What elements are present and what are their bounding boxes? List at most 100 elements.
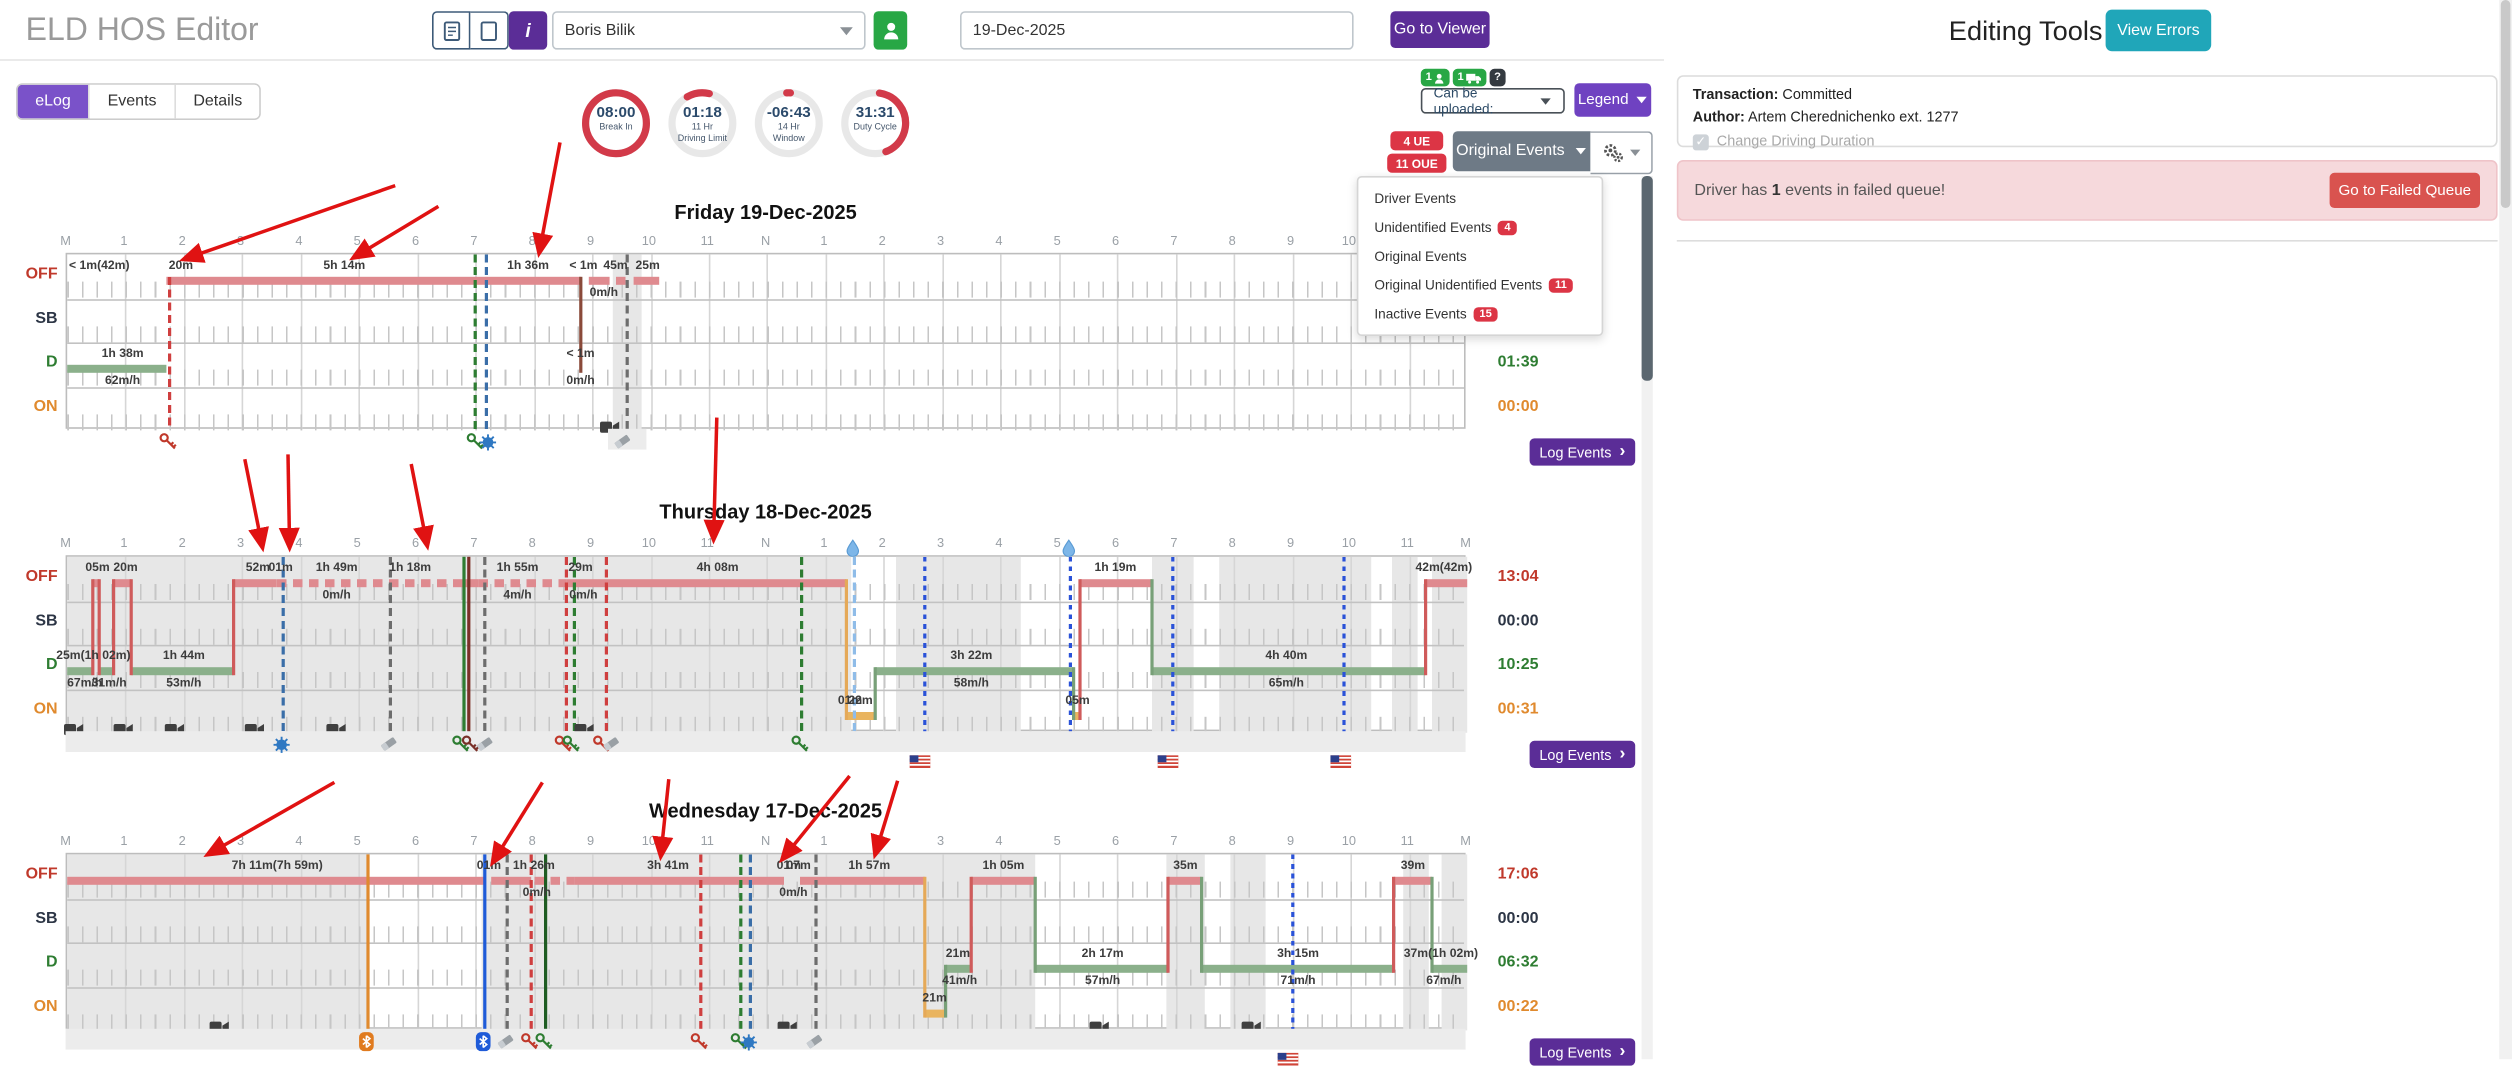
chart-scrollbar-track[interactable] [1641, 176, 1653, 1060]
key-icon[interactable] [534, 1030, 553, 1059]
duration-label: 1h 05m [982, 857, 1025, 872]
quarter-ticks [67, 325, 1464, 342]
menu-item-unidentified-events[interactable]: Unidentified Events 4 [1358, 213, 1601, 242]
tab-elog[interactable]: eLog [17, 84, 91, 119]
eraser-icon[interactable] [475, 733, 494, 762]
info-button[interactable]: i [508, 11, 548, 50]
row-label-on: ON [33, 997, 58, 1016]
menu-item-label: Driver Events [1374, 190, 1457, 207]
dot-icon[interactable] [273, 733, 291, 762]
menu-item-driver-events[interactable]: Driver Events [1358, 184, 1601, 213]
us-flag-icon [1329, 747, 1351, 776]
dot-icon[interactable] [740, 1030, 758, 1059]
total-off: 13:04 [1497, 568, 1539, 586]
location-dot-icon [741, 1034, 758, 1051]
key-icon[interactable] [791, 733, 810, 762]
duty-segment-d [1035, 964, 1169, 973]
tab-events[interactable]: Events [90, 84, 176, 119]
key-icon[interactable] [158, 430, 177, 459]
menu-item-inactive-events[interactable]: Inactive Events 15 [1358, 299, 1601, 328]
hour-label: 3 [937, 536, 945, 551]
quarter-ticks [67, 584, 1464, 600]
events-filter-dropdown[interactable]: Original Events [1452, 131, 1591, 172]
go-to-failed-queue-button[interactable]: Go to Failed Queue [2329, 172, 2480, 208]
eraser-icon[interactable] [602, 733, 621, 762]
editing-tools-title: Editing Tools [1948, 16, 2103, 47]
duration-label: 37m(1h 02m) [1403, 945, 1479, 960]
day-grid: 05m 20m 52m 01m 1h 49m 0m/h 1h 18m 1h 55m 4m/h 29… [56, 555, 1472, 735]
document-lines-icon-button[interactable] [432, 11, 471, 50]
event-line [1171, 556, 1175, 733]
chart-scrollbar-thumb[interactable] [1641, 176, 1653, 381]
row-separator [67, 898, 1464, 900]
view-errors-button[interactable]: View Errors [2105, 9, 2212, 52]
log-events-button[interactable]: Log Events › [1529, 1038, 1636, 1066]
page-title: ELD HOS Editor [25, 12, 259, 49]
hour-label: M [60, 833, 71, 848]
menu-item-original-events[interactable]: Original Events [1358, 242, 1601, 271]
checkbox-checked-icon[interactable]: ✓ [1692, 134, 1709, 150]
go-to-viewer-button[interactable]: Go to Viewer [1390, 11, 1490, 48]
duration-label: 21m [922, 989, 947, 1004]
event-line [1077, 579, 1081, 720]
hour-label: 4 [995, 833, 1003, 848]
duration-label: 0m/h [566, 372, 595, 388]
failed-queue-alert: Driver has 1 events in failed queue! Go … [1676, 160, 2498, 221]
gauge-duty-cycle: 31:31 Duty Cycle [835, 85, 915, 165]
hour-label: 1 [120, 833, 128, 848]
menu-item-original-unidentified-events[interactable]: Original Unidentified Events 11 [1358, 270, 1601, 299]
driver-select[interactable]: Boris Bilik [552, 11, 866, 50]
event-line [112, 579, 116, 676]
key-icon[interactable] [461, 733, 480, 762]
legend-label: Legend [1577, 91, 1629, 109]
chevron-right-icon: › [1619, 1041, 1626, 1061]
menu-item-count-badge: 4 [1498, 220, 1518, 235]
bt-icon[interactable] [357, 1030, 375, 1060]
duty-segment-off [574, 876, 785, 885]
dot-icon[interactable] [480, 430, 498, 459]
key-icon[interactable] [689, 1030, 708, 1059]
event-line [853, 556, 857, 733]
eraser-icon[interactable] [380, 733, 399, 762]
key-icon[interactable] [451, 733, 470, 762]
driver-profile-button[interactable] [873, 11, 908, 50]
duty-segment-off [633, 276, 660, 285]
key-icon[interactable] [562, 733, 581, 762]
hour-label: 9 [587, 233, 595, 248]
duration-label: 35m [1173, 857, 1198, 872]
gauge-label: 14 Hr [777, 123, 800, 133]
hour-label: 4 [295, 536, 303, 551]
key-icon[interactable] [520, 1030, 539, 1059]
legend-button[interactable]: Legend [1574, 83, 1652, 117]
tab-details[interactable]: Details [175, 84, 260, 119]
page-scrollbar-thumb[interactable] [2500, 0, 2511, 208]
chart-settings-dropdown[interactable] [1590, 131, 1653, 175]
gauge-14-hr-window: -06:43 14 Hr Window [749, 85, 829, 165]
log-events-button[interactable]: Log Events › [1529, 740, 1636, 768]
us-flag-icon [1277, 1052, 1299, 1066]
log-events-label: Log Events [1539, 746, 1612, 763]
event-line [482, 556, 486, 733]
key-icon[interactable] [465, 430, 484, 459]
duty-segment-off [113, 579, 132, 588]
hour-label: 2 [878, 233, 886, 248]
page-scrollbar-track[interactable] [2499, 0, 2512, 1060]
duty-segment-d [131, 667, 234, 676]
can-be-uploaded-select[interactable]: Can be uploaded: [1420, 84, 1565, 117]
hour-label: 8 [1228, 833, 1236, 848]
help-badge[interactable]: ? [1489, 68, 1506, 87]
document-blank-icon-button[interactable] [470, 11, 509, 50]
bt-icon[interactable] [475, 1030, 493, 1060]
day-grid: 7h 11m(7h 59m) 01m 1h 26m 0m/h 3h 41m 01m 07m 0… [65, 852, 1478, 1032]
eraser-icon[interactable] [806, 1030, 825, 1059]
can-be-uploaded-label: Can be uploaded: [1433, 84, 1494, 117]
log-events-button[interactable]: Log Events › [1529, 438, 1636, 466]
quarter-ticks [67, 716, 1464, 732]
location-dot-icon [480, 434, 497, 451]
date-input[interactable]: 19-Dec-2025 [960, 11, 1354, 50]
eraser-icon[interactable] [496, 1030, 515, 1059]
chevron-right-icon: › [1619, 744, 1626, 764]
gauge-label: Driving Limit [677, 133, 728, 144]
key-icon[interactable] [553, 733, 572, 762]
eraser-icon[interactable] [613, 430, 632, 459]
